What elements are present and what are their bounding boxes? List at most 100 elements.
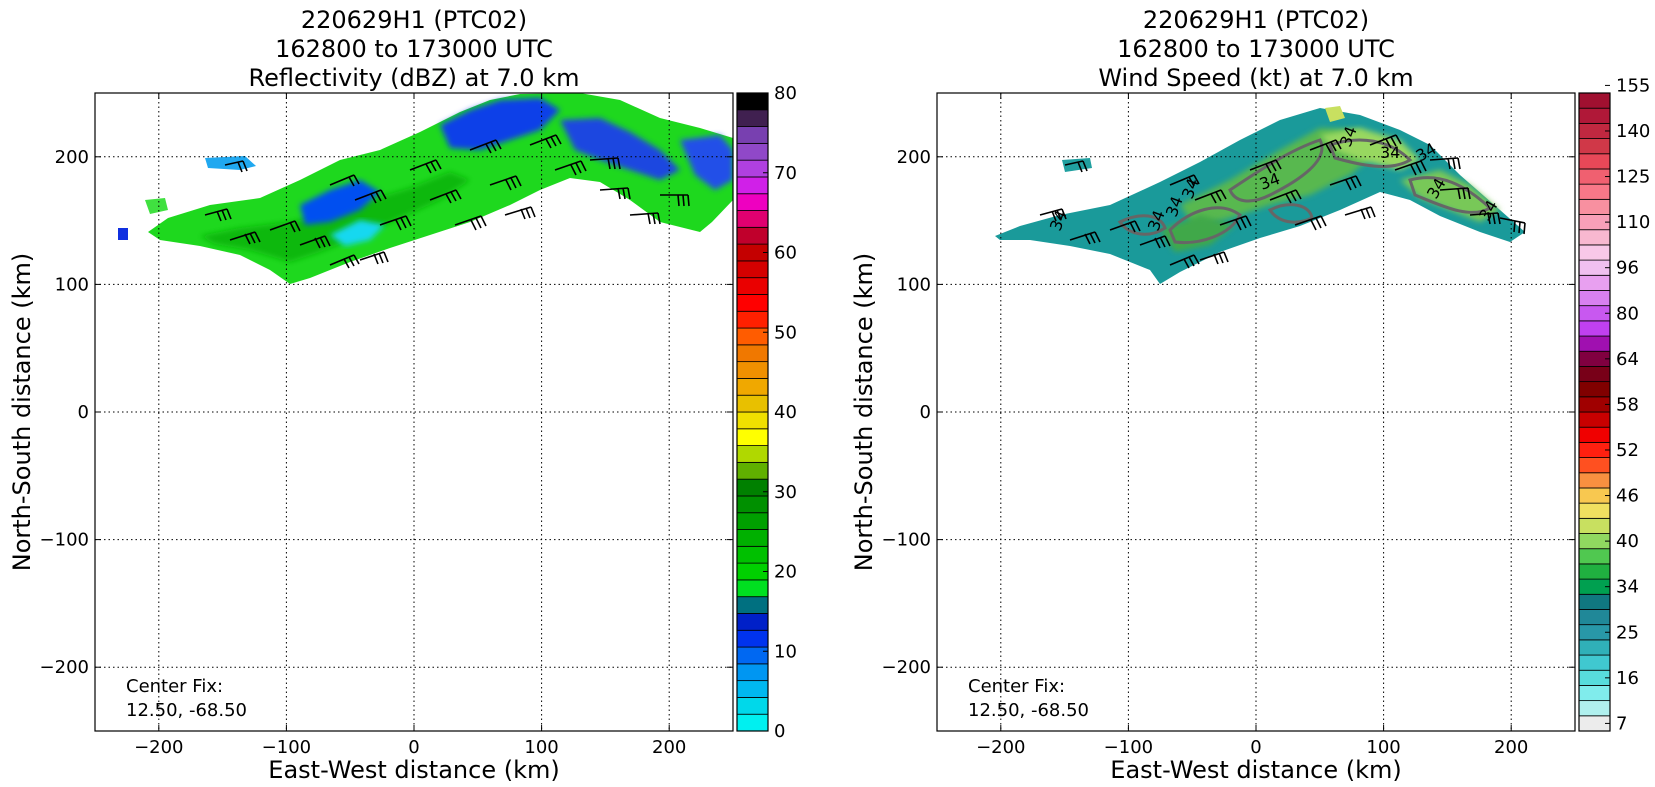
colorbar-swatch xyxy=(1578,411,1611,428)
colorbar-tick-label: 20 xyxy=(774,562,797,583)
wind-speed-contour-line xyxy=(1168,206,1242,245)
colorbar-swatch xyxy=(736,361,769,379)
wind-barb xyxy=(329,254,360,269)
colorbar-tick-label: 30 xyxy=(774,482,797,503)
reflectivity-grid xyxy=(95,93,733,731)
colorbar-swatch xyxy=(736,193,769,211)
wind-barb xyxy=(329,174,360,187)
colorbar-swatch xyxy=(736,613,769,631)
wind-barb xyxy=(589,157,621,170)
reflectivity-title-line-3: Reflectivity (dBZ) at 7.0 km xyxy=(249,64,580,92)
colorbar-tick-label: 140 xyxy=(1616,121,1650,142)
colorbar-swatch xyxy=(1578,457,1611,474)
wind-barb xyxy=(1249,159,1282,174)
x-tick-label: −200 xyxy=(976,737,1025,758)
colorbar-swatch xyxy=(736,378,769,396)
x-tick-label: −100 xyxy=(1104,737,1153,758)
colorbar-swatch xyxy=(1578,366,1611,383)
colorbar-tick-label: 50 xyxy=(774,322,797,343)
colorbar-swatch xyxy=(736,109,769,127)
wind-barb xyxy=(1294,215,1327,231)
x-tick-label: 100 xyxy=(524,737,558,758)
reflectivity-title-line-1: 220629H1 (PTC02) xyxy=(301,6,527,34)
colorbar-swatch xyxy=(736,142,769,161)
colorbar-swatch xyxy=(736,411,769,430)
y-tick-label: 0 xyxy=(78,402,89,423)
wind-barb xyxy=(359,251,389,265)
wind-barb xyxy=(504,206,536,220)
colorbar-swatch xyxy=(736,210,769,228)
wind-barb xyxy=(1369,134,1402,149)
y-tick-label: 200 xyxy=(55,147,89,168)
colorbar-swatch xyxy=(1578,92,1611,109)
wind-speed-contour-label: 34 xyxy=(1380,143,1400,162)
wind-speed-contour-line xyxy=(1117,214,1167,236)
x-tick-label: −100 xyxy=(262,737,311,758)
colorbar-swatch xyxy=(1578,502,1611,519)
colorbar-swatch xyxy=(1578,229,1611,246)
colorbar-tick-label: 155 xyxy=(1616,75,1650,96)
reflectivity-field xyxy=(118,93,733,284)
y-tick-label: −100 xyxy=(882,530,931,551)
wind-barb xyxy=(1439,187,1471,200)
colorbar-tick-label: 80 xyxy=(774,83,797,104)
wind-barb xyxy=(379,215,412,231)
colorbar-tick-label: 34 xyxy=(1616,577,1639,598)
colorbar-swatch xyxy=(1578,654,1611,671)
y-tick-label: −200 xyxy=(40,657,89,678)
colorbar-swatch xyxy=(1578,426,1611,443)
wind-speed-ticks: −200 −100 0 100 200 −200 −100 0 100 200 xyxy=(882,93,1575,758)
reflectivity-echo-weak-2 xyxy=(440,98,560,150)
reflectivity-panel: 220629H1 (PTC02) 162800 to 173000 UTC Re… xyxy=(8,6,797,784)
colorbar-tick-label: 16 xyxy=(1616,668,1639,689)
colorbar-swatch xyxy=(736,545,769,564)
colorbar-swatch xyxy=(736,629,769,648)
colorbar-swatch xyxy=(736,512,769,530)
colorbar-tick-label: 125 xyxy=(1616,167,1650,188)
colorbar-tick-label: 60 xyxy=(774,243,797,264)
wind-speed-field-isolated xyxy=(1062,158,1092,172)
colorbar-swatch xyxy=(736,713,769,732)
wind-barb xyxy=(1169,174,1200,187)
reflectivity-center-fix-value: 12.50, -68.50 xyxy=(126,700,247,721)
colorbar-swatch xyxy=(1578,563,1611,580)
wind-speed-title-line-1: 220629H1 (PTC02) xyxy=(1143,6,1369,34)
wind-speed-contour-line xyxy=(1408,176,1493,214)
reflectivity-echo-weak-3 xyxy=(560,118,680,180)
x-tick-label: 0 xyxy=(1250,737,1261,758)
y-tick-label: −100 xyxy=(40,530,89,551)
colorbar-swatch xyxy=(736,646,769,665)
colorbar-tick-label: 70 xyxy=(774,163,797,184)
colorbar-swatch xyxy=(736,529,769,547)
colorbar-swatch xyxy=(1578,244,1611,261)
wind-barb xyxy=(1429,157,1461,170)
colorbar-swatch xyxy=(736,277,769,295)
wind-speed-contour-line xyxy=(1328,138,1413,168)
wind-barb xyxy=(1309,139,1342,154)
wind-barb xyxy=(629,212,661,225)
wind-speed-grid xyxy=(937,93,1575,731)
colorbar-swatch xyxy=(1578,153,1611,170)
wind-speed-field-46kt xyxy=(1325,106,1345,122)
wind-barb xyxy=(224,160,248,173)
wind-barb xyxy=(554,160,587,176)
colorbar-swatch xyxy=(1578,517,1611,534)
x-tick-label: 200 xyxy=(652,737,686,758)
colorbar-tick-label: 0 xyxy=(774,721,785,742)
colorbar-swatch xyxy=(1578,138,1611,155)
wind-speed-y-axis-label: North-South distance (km) xyxy=(850,253,878,572)
colorbar-swatch xyxy=(736,310,769,329)
colorbar-tick-label: 46 xyxy=(1616,486,1639,507)
wind-speed-field-34kt-1 xyxy=(1180,128,1380,228)
wind-speed-title-line-2: 162800 to 173000 UTC xyxy=(1117,35,1395,63)
reflectivity-echo-weak-1 xyxy=(300,180,380,225)
colorbar-tick-label: 40 xyxy=(1616,531,1639,552)
wind-barb xyxy=(1169,254,1200,269)
colorbar-swatch xyxy=(1578,685,1611,702)
wind-speed-contour-line xyxy=(1267,203,1314,224)
wind-speed-center-fix-label: Center Fix: xyxy=(968,676,1065,697)
wind-barb xyxy=(1394,160,1427,176)
wind-barb xyxy=(1194,189,1227,204)
wind-barb xyxy=(489,175,522,191)
wind-speed-center-fix-value: 12.50, -68.50 xyxy=(968,700,1089,721)
